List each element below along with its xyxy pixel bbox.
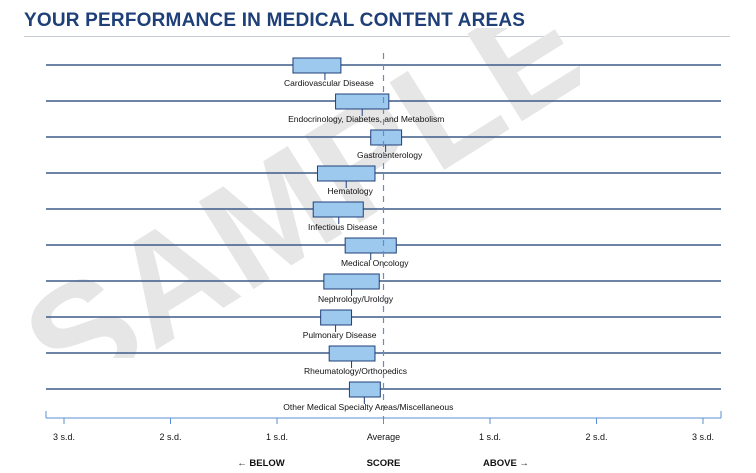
score-range-bar bbox=[320, 309, 353, 326]
score-range-bar bbox=[316, 165, 376, 182]
score-range-bar bbox=[328, 345, 376, 362]
category-label: Pulmonary Disease bbox=[303, 330, 377, 340]
score-range-bar bbox=[348, 381, 381, 398]
category-label: Nephrology/Urology bbox=[318, 294, 394, 304]
x-tick-label: 2 s.d. bbox=[585, 432, 607, 442]
category-label: Other Medical Specialty Areas/Miscellane… bbox=[283, 402, 453, 412]
category-label: Medical Oncology bbox=[341, 258, 409, 268]
category-label: Rheumatology/Orthopedics bbox=[304, 366, 407, 376]
category-label: Cardiovascular Disease bbox=[284, 78, 374, 88]
category-label: Endocrinology, Diabetes, and Metabolism bbox=[288, 114, 444, 124]
x-tick-label: Average bbox=[367, 432, 400, 442]
category-label: Infectious Disease bbox=[308, 222, 378, 232]
above-caption: ABOVE → bbox=[483, 458, 529, 469]
score-range-bar bbox=[292, 57, 342, 74]
score-range-bar bbox=[312, 201, 364, 218]
score-range-bar bbox=[344, 237, 397, 254]
x-tick-label: 3 s.d. bbox=[53, 432, 75, 442]
score-caption: SCORE bbox=[367, 458, 401, 469]
score-range-bar bbox=[335, 93, 390, 110]
score-range-bar bbox=[370, 129, 403, 146]
x-tick-label: 1 s.d. bbox=[479, 432, 501, 442]
page-title: YOUR PERFORMANCE IN MEDICAL CONTENT AREA… bbox=[24, 10, 526, 31]
score-range-bar bbox=[323, 273, 380, 290]
x-tick-label: 3 s.d. bbox=[692, 432, 714, 442]
x-tick-label: 1 s.d. bbox=[266, 432, 288, 442]
title-divider bbox=[24, 36, 730, 37]
below-caption: ← BELOW bbox=[237, 458, 285, 469]
category-label: Hematology bbox=[328, 186, 374, 196]
category-label: Gastroenterology bbox=[357, 150, 423, 160]
x-tick-label: 2 s.d. bbox=[159, 432, 181, 442]
